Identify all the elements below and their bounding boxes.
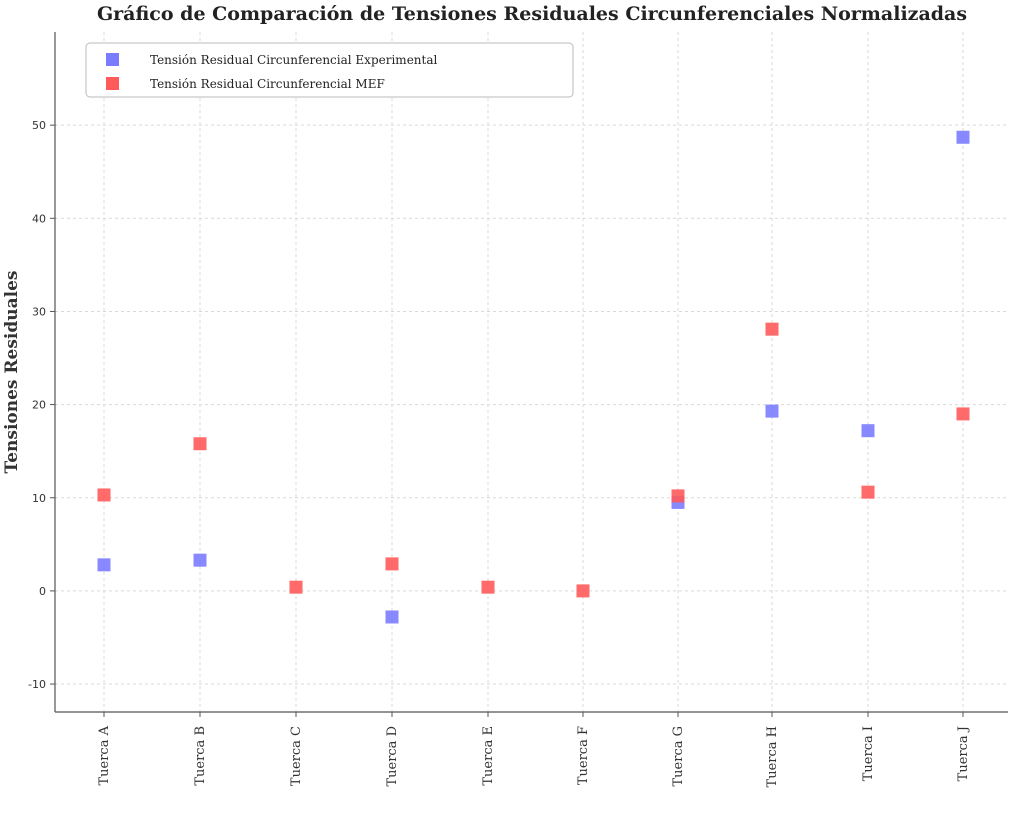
x-tick-label: Tuerca G: [671, 726, 686, 787]
x-tick-label: Tuerca A: [97, 725, 112, 785]
data-points: [97, 130, 970, 624]
y-tick-label: 40: [32, 212, 46, 225]
data-point-series-1-4: [481, 580, 495, 594]
x-tick-label: Tuerca I: [861, 726, 876, 781]
x-tick-label: Tuerca D: [385, 726, 400, 787]
y-tick-label: 50: [32, 119, 46, 132]
x-tick-label: Tuerca B: [193, 726, 208, 786]
data-point-series-1-2: [289, 580, 303, 594]
x-tick-label: Tuerca C: [289, 726, 304, 786]
grid: [55, 32, 1008, 712]
y-tick-label: 20: [32, 399, 46, 412]
legend-marker-mef: [106, 77, 119, 90]
x-tick-label: Tuerca H: [765, 726, 780, 787]
data-point-series-1-3: [385, 557, 399, 571]
data-point-series-0-3: [385, 610, 399, 624]
legend-box: [85, 42, 574, 98]
data-point-series-1-0: [97, 488, 111, 502]
chart-title: Gráfico de Comparación de Tensiones Resi…: [97, 3, 967, 25]
data-point-series-0-1: [193, 553, 207, 567]
data-point-series-0-7: [765, 404, 779, 418]
x-tick-label: Tuerca F: [576, 726, 591, 785]
data-point-series-1-8: [861, 485, 875, 499]
axes: -10 0 10 20 30 40 50 Tuerca A Tuerca B Tuerca C Tu…: [28, 32, 1008, 787]
y-tick-label: -10: [28, 678, 46, 691]
data-point-series-1-1: [193, 437, 207, 451]
data-point-series-0-8: [861, 424, 875, 438]
data-point-series-1-7: [765, 322, 779, 336]
legend-marker-experimental: [106, 53, 119, 66]
legend-label-mef: Tensión Residual Circunferencial MEF: [150, 77, 385, 91]
data-point-series-0-0: [97, 558, 111, 572]
legend: Tensión Residual Circunferencial Experim…: [85, 42, 574, 98]
y-tick-label: 30: [32, 305, 46, 318]
y-tick-label: 0: [39, 585, 46, 598]
x-tick-label: Tuerca E: [481, 726, 496, 786]
data-point-series-0-9: [956, 130, 970, 144]
legend-label-experimental: Tensión Residual Circunferencial Experim…: [150, 53, 437, 67]
y-axis-label: Tensiones Residuales: [2, 271, 22, 474]
x-tick-label: Tuerca J: [956, 726, 971, 781]
data-point-series-1-9: [956, 407, 970, 421]
y-tick-label: 10: [32, 492, 46, 505]
data-point-series-1-5: [576, 584, 590, 598]
data-point-series-1-6: [671, 489, 685, 503]
